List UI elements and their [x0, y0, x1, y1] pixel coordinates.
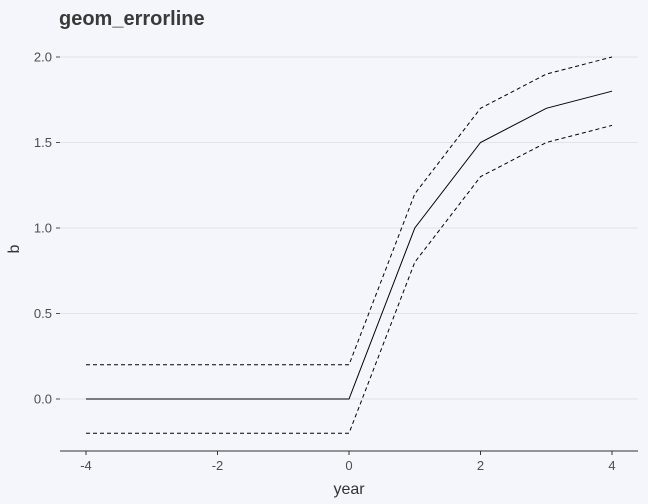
estimate-line — [86, 90, 613, 400]
x-tick-label: 2 — [477, 458, 484, 473]
y-tick-label: 1.0 — [34, 221, 52, 236]
x-tick-label: -2 — [212, 458, 224, 473]
chart-title: geom_errorline — [59, 8, 205, 30]
y-tick-label: 0.0 — [34, 392, 52, 407]
upper-line — [86, 56, 613, 366]
x-axis-label: year — [333, 481, 365, 498]
y-tick-label: 0.5 — [34, 306, 52, 321]
y-axis-label: b — [6, 244, 23, 253]
series-lines — [86, 56, 613, 434]
lower-line — [86, 124, 613, 434]
x-tick-label: 4 — [608, 458, 615, 473]
y-tick-label: 2.0 — [34, 50, 52, 65]
x-tick-label: -4 — [80, 458, 92, 473]
axes: 0.0 0.5 1.0 1.5 2.0 -4 -2 0 2 4 — [34, 50, 638, 473]
grid-lines — [60, 56, 638, 400]
y-tick-label: 1.5 — [34, 135, 52, 150]
x-tick-label: 0 — [345, 458, 352, 473]
